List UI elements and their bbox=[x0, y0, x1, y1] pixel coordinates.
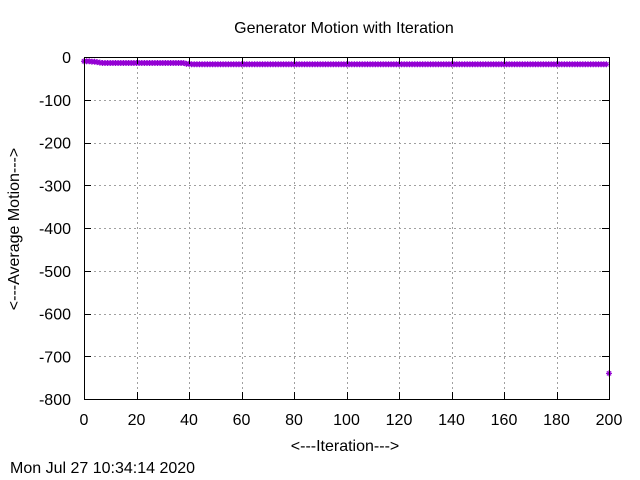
y-tick-label: -400 bbox=[39, 221, 71, 238]
y-axis-label: <---Average Motion---> bbox=[6, 148, 23, 310]
y-tick-label: -100 bbox=[39, 93, 71, 110]
y-tick-label: -500 bbox=[39, 264, 71, 281]
ticks bbox=[84, 57, 610, 400]
x-tick-label: 60 bbox=[233, 412, 251, 429]
chart-title: Generator Motion with Iteration bbox=[234, 20, 454, 37]
y-tick-label: -200 bbox=[39, 136, 71, 153]
x-tick-label: 80 bbox=[285, 412, 303, 429]
timestamp: Mon Jul 27 10:34:14 2020 bbox=[10, 460, 196, 477]
y-tick-label: -300 bbox=[39, 178, 71, 195]
x-tick-label: 180 bbox=[543, 412, 570, 429]
y-tick-label: 0 bbox=[62, 50, 71, 67]
x-tick-label: 200 bbox=[596, 412, 623, 429]
x-tick-label: 100 bbox=[333, 412, 360, 429]
x-axis-label: <---Iteration---> bbox=[291, 438, 399, 455]
y-tick-label: -700 bbox=[39, 349, 71, 366]
x-tick-label: 160 bbox=[491, 412, 518, 429]
tick-labels: 0 20 40 60 80 100 120 140 160 180 200 0 -100 -200 -300… bbox=[39, 50, 622, 429]
x-tick-label: 40 bbox=[180, 412, 198, 429]
grid bbox=[84, 57, 609, 399]
y-tick-label: -800 bbox=[39, 392, 71, 409]
x-tick-label: 140 bbox=[438, 412, 465, 429]
y-tick-label: -600 bbox=[39, 307, 71, 324]
data-points bbox=[81, 58, 612, 377]
x-tick-label: 20 bbox=[128, 412, 146, 429]
x-tick-label: 0 bbox=[80, 412, 89, 429]
data-point bbox=[603, 61, 610, 68]
x-tick-label: 120 bbox=[386, 412, 413, 429]
